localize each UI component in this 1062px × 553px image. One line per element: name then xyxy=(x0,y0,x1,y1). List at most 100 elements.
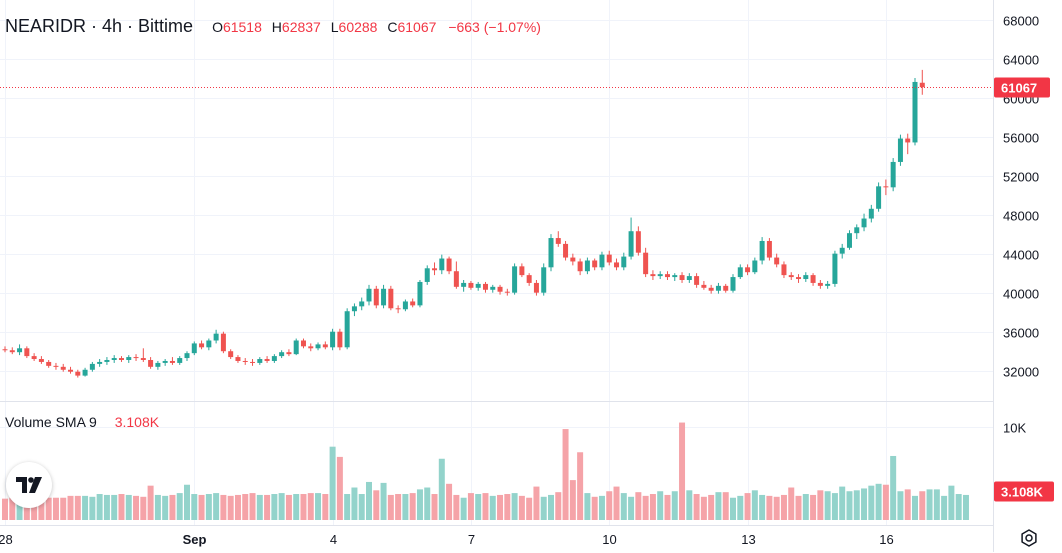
candle xyxy=(75,369,81,378)
candle xyxy=(17,344,23,356)
candle xyxy=(199,340,205,350)
volume-bar xyxy=(373,490,380,520)
time-tick-label: Sep xyxy=(183,532,207,547)
volume-bar xyxy=(628,496,635,520)
open-label: O xyxy=(212,19,223,35)
volume-bar xyxy=(569,480,576,520)
volume-bar xyxy=(125,494,132,520)
candle xyxy=(111,355,117,363)
change-value: −663 (−1.07%) xyxy=(448,19,541,35)
volume-bar xyxy=(227,495,234,520)
candle xyxy=(614,258,620,271)
candle xyxy=(570,253,576,266)
candle xyxy=(402,299,408,312)
volume-bar xyxy=(941,495,948,520)
price-badge: 61067 xyxy=(994,77,1050,98)
volume-bar xyxy=(518,495,525,520)
volume-bar xyxy=(831,493,838,520)
time-tick-label: 13 xyxy=(741,532,755,547)
candle xyxy=(817,280,823,289)
volume-bar xyxy=(249,493,256,520)
volume-bar xyxy=(2,498,8,520)
price-tick-label: 56000 xyxy=(1003,131,1039,146)
volume-bar xyxy=(111,494,118,520)
candle xyxy=(148,357,154,369)
candle xyxy=(861,213,867,232)
candle xyxy=(286,349,292,357)
candle xyxy=(82,367,88,377)
candle xyxy=(526,273,532,286)
candle xyxy=(606,250,612,266)
volume-bar xyxy=(387,494,394,520)
candle xyxy=(89,361,95,372)
candle xyxy=(300,338,306,349)
volume-legend[interactable]: Volume SMA 9 3.108K xyxy=(5,414,159,430)
volume-bar xyxy=(620,493,627,520)
volume-bar xyxy=(919,491,926,520)
high-value: 62837 xyxy=(281,19,321,35)
candle xyxy=(24,346,30,359)
volume-bar xyxy=(380,482,387,520)
volume-bar xyxy=(839,486,846,520)
price-axis[interactable]: 3200036000400004400048000520005600060000… xyxy=(1003,14,1039,380)
volume-bar xyxy=(737,495,744,520)
volume-bar xyxy=(16,494,23,520)
low-label: L xyxy=(330,19,339,35)
volume-axis[interactable]: 10K xyxy=(1003,421,1026,436)
volume-bar xyxy=(679,422,686,520)
volume-bar xyxy=(912,495,918,520)
volume-bar xyxy=(700,496,707,520)
candle xyxy=(446,256,452,275)
close-label: C xyxy=(387,19,398,35)
candle xyxy=(38,356,44,364)
candle xyxy=(745,264,751,276)
candle xyxy=(228,349,234,360)
high-label: H xyxy=(271,19,282,35)
tradingview-logo-icon[interactable] xyxy=(6,462,52,508)
volume-bar xyxy=(482,493,489,520)
symbol-legend[interactable]: NEARIDR · 4h · Bittime O61518 H62837 L60… xyxy=(5,16,541,37)
volume-bar xyxy=(591,496,598,520)
candle xyxy=(169,357,175,365)
candle xyxy=(97,359,103,367)
candle xyxy=(730,274,736,293)
candle xyxy=(628,217,634,260)
candle xyxy=(803,272,809,282)
volume-bar xyxy=(584,493,591,520)
candle xyxy=(541,263,547,296)
candle xyxy=(242,358,248,365)
symbol-title[interactable]: NEARIDR · 4h · Bittime xyxy=(5,16,194,36)
volume-legend-label[interactable]: Volume SMA 9 xyxy=(5,414,97,430)
volume-bar xyxy=(671,491,678,520)
volume-bar xyxy=(606,491,613,520)
candle xyxy=(410,298,416,308)
volume-bar xyxy=(31,496,38,520)
candle xyxy=(577,258,583,276)
chart-settings-gear-icon[interactable] xyxy=(1019,528,1039,548)
candle xyxy=(788,272,794,280)
volume-bar xyxy=(802,494,809,520)
candle xyxy=(191,341,197,356)
volume-bar xyxy=(205,494,212,520)
candle xyxy=(774,253,780,268)
volume-bar xyxy=(67,495,74,520)
time-axis[interactable]: 28 Sep 4 7 10 13 16 xyxy=(0,532,894,547)
volume-bar xyxy=(103,494,110,520)
candle xyxy=(162,359,168,366)
price-tick-label: 32000 xyxy=(1003,365,1039,380)
candle xyxy=(715,282,721,294)
candle xyxy=(497,284,503,295)
volume-bar xyxy=(744,493,751,520)
volume-bar xyxy=(395,494,402,520)
volume-bar xyxy=(730,497,736,520)
volume-bar xyxy=(861,488,868,520)
volume-bar xyxy=(82,495,89,520)
candle xyxy=(206,338,212,351)
volume-bar xyxy=(45,497,52,520)
candle xyxy=(432,262,438,276)
volume-bar xyxy=(300,494,307,520)
candle xyxy=(548,234,554,272)
volume-bar xyxy=(60,497,67,520)
volume-bar xyxy=(322,494,329,520)
